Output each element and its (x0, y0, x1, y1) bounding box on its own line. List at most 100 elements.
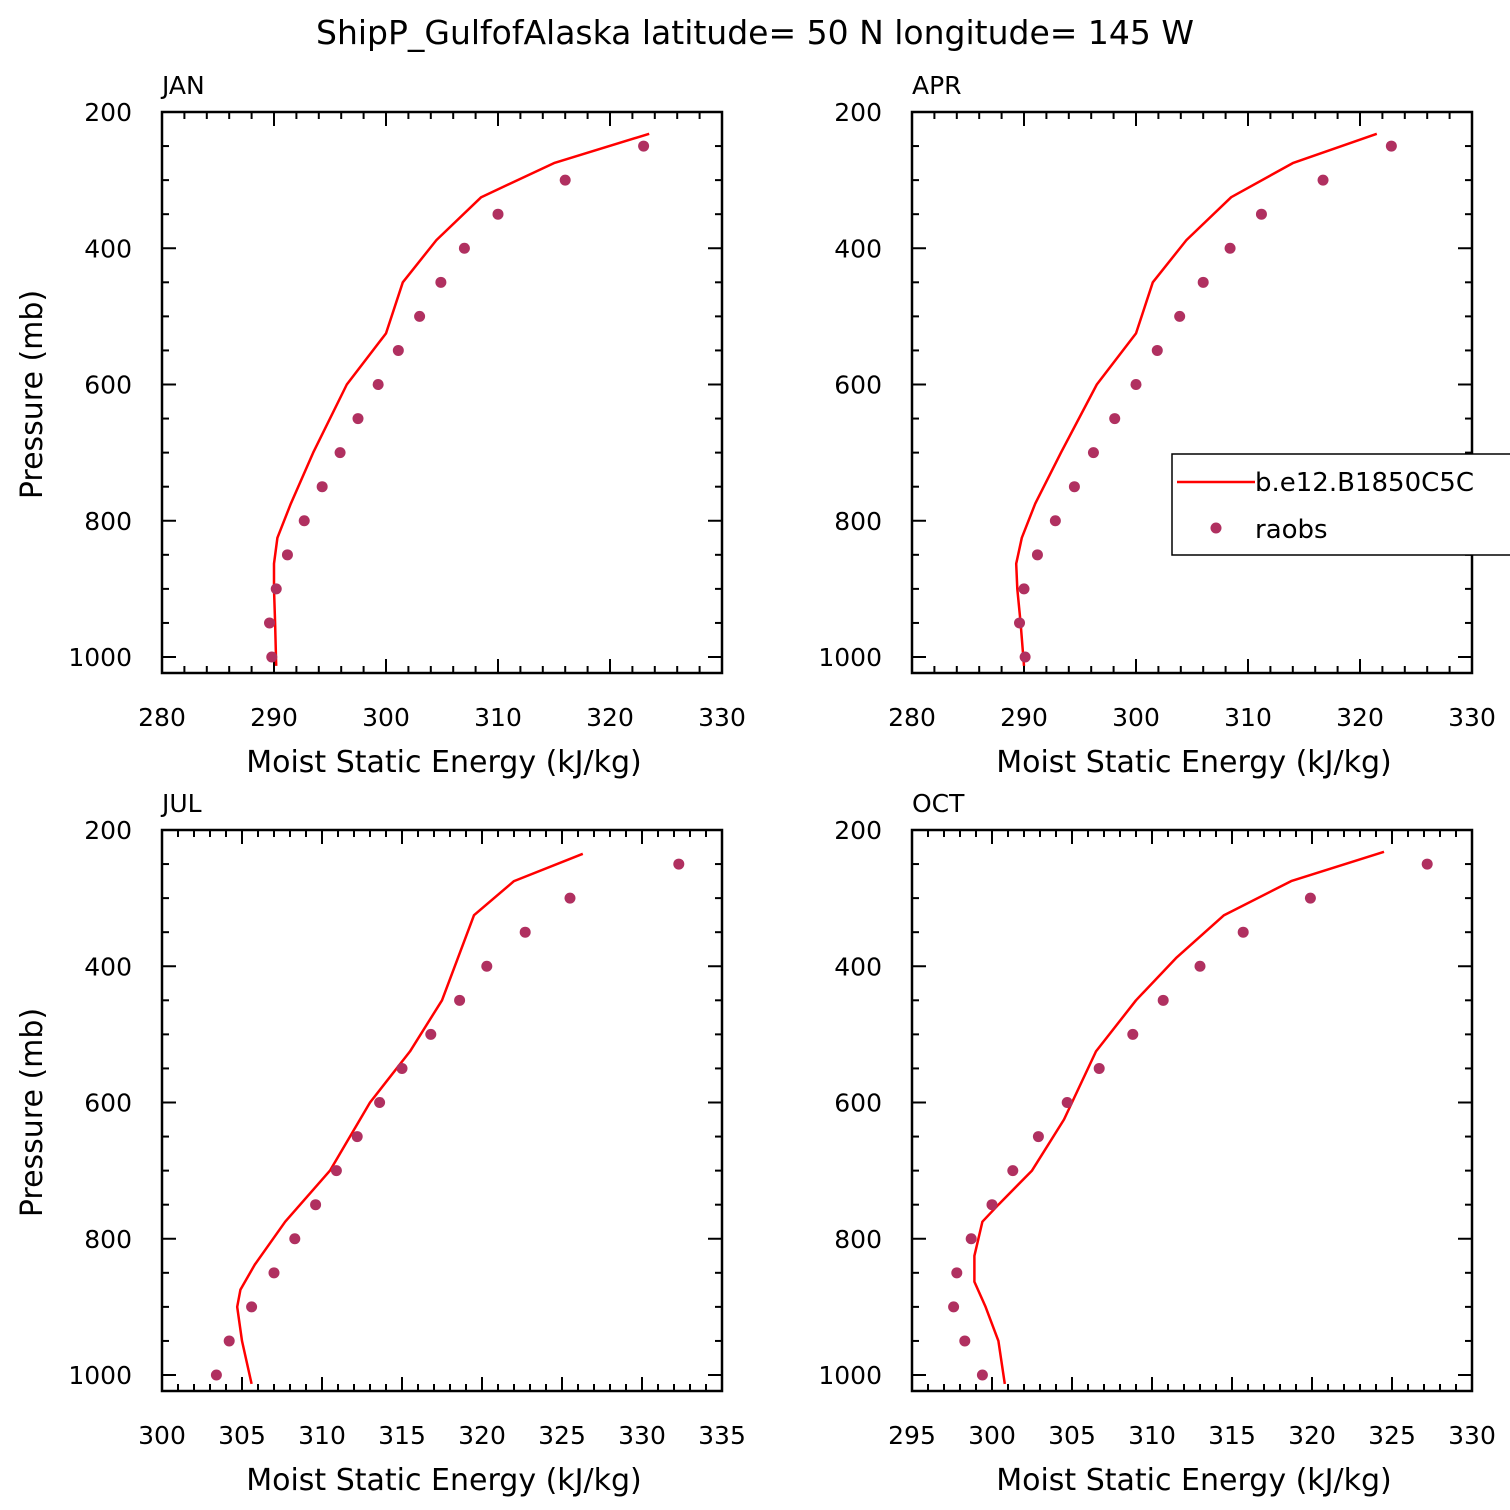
x-tick-label: 290 (1000, 703, 1048, 732)
y-tick-label: 400 (84, 234, 132, 263)
x-tick-label: 300 (1112, 703, 1160, 732)
raobs-point (352, 413, 364, 425)
raobs-point (1194, 960, 1206, 972)
panels-group: 280 290 300 310 320 330 200 400 600 800 1000 JAN Moi… (15, 71, 1510, 1498)
raobs-point (1224, 242, 1236, 254)
legend-obs-label: raobs (1255, 515, 1328, 545)
model-line (272, 132, 650, 666)
raobs-point (246, 1301, 258, 1313)
raobs-point (334, 447, 346, 459)
x-tick-label: 330 (698, 703, 746, 732)
x-tick-label: 320 (458, 1421, 506, 1450)
panel-jan: 280 290 300 310 320 330 200 400 600 800 1000 JAN Moi… (15, 71, 746, 780)
raobs-point (1019, 651, 1031, 663)
x-tick-label: 335 (698, 1421, 746, 1450)
x-axis-label: Moist Static Energy (kJ/kg) (246, 745, 642, 780)
y-axis-label: Pressure (mb) (15, 1008, 50, 1217)
y-tick-label: 600 (834, 371, 882, 400)
y-tick-label: 400 (84, 952, 132, 981)
x-tick-label: 325 (1368, 1421, 1416, 1450)
x-axis-label: Moist Static Energy (kJ/kg) (996, 1463, 1392, 1498)
x-tick-label: 320 (1288, 1421, 1336, 1450)
x-tick-label: 305 (218, 1421, 266, 1450)
x-tick-label: 325 (538, 1421, 586, 1450)
x-axis-label: Moist Static Energy (kJ/kg) (246, 1463, 642, 1498)
panel-jul: 300 305 310 315 320 325 330 335 200 400 600 800 1000… (15, 789, 746, 1498)
panel-label: OCT (912, 789, 965, 818)
x-tick-label: 310 (474, 703, 522, 732)
legend-model-label: b.e12.B1850C5C (1255, 468, 1474, 498)
x-tick-label: 290 (250, 703, 298, 732)
raobs-point (396, 1062, 408, 1074)
raobs-point (481, 960, 493, 972)
y-tick-label: 800 (834, 507, 882, 536)
y-tick-label: 600 (834, 1089, 882, 1118)
y-tick-label: 1000 (68, 1361, 132, 1390)
raobs-point (1068, 481, 1080, 493)
raobs-point (1014, 617, 1026, 629)
y-tick-label: 800 (84, 1225, 132, 1254)
panel-label: JUL (160, 789, 202, 818)
y-tick-label: 200 (834, 816, 882, 845)
raobs-point (223, 1335, 235, 1347)
raobs-point (374, 1097, 386, 1108)
x-tick-label: 300 (968, 1421, 1016, 1450)
panel-oct: 295 300 305 310 315 320 325 330 200 400 600 800 1000… (818, 789, 1495, 1498)
y-tick-label: 600 (84, 1089, 132, 1118)
raobs-point (281, 549, 293, 561)
raobs-point (1317, 174, 1329, 186)
x-tick-label: 300 (362, 703, 410, 732)
model-line (973, 850, 1385, 1385)
raobs-point (330, 1165, 342, 1177)
legend: b.e12.B1850C5C raobs (1171, 453, 1510, 556)
raobs-point (976, 1369, 988, 1381)
model-line (235, 852, 584, 1385)
raobs-point (1151, 344, 1163, 356)
raobs-point (392, 344, 404, 356)
x-tick-label: 320 (1336, 703, 1384, 732)
raobs-point (351, 1131, 363, 1143)
x-tick-label: 295 (888, 1421, 936, 1450)
raobs-point (1130, 379, 1142, 390)
plot-frame (910, 828, 1474, 1393)
raobs-point (268, 1267, 280, 1279)
raobs-point (948, 1301, 960, 1313)
x-tick-label: 310 (1128, 1421, 1176, 1450)
raobs-point (951, 1267, 963, 1279)
y-tick-label: 200 (84, 816, 132, 845)
x-tick-label: 280 (888, 703, 936, 732)
x-tick-label: 315 (378, 1421, 426, 1450)
raobs-point (1304, 892, 1316, 904)
y-axis-label: Pressure (mb) (15, 290, 50, 499)
raobs-point (673, 858, 685, 870)
x-tick-label: 330 (1448, 703, 1496, 732)
x-axis-label: Moist Static Energy (kJ/kg) (996, 745, 1392, 780)
y-tick-label: 1000 (818, 1361, 882, 1390)
raobs-point (1018, 583, 1030, 595)
raobs-point (1174, 310, 1186, 322)
x-tick-label: 300 (138, 1421, 186, 1450)
raobs-point (1031, 549, 1043, 561)
raobs-point (1127, 1028, 1139, 1040)
model-line (1014, 132, 1378, 666)
raobs-point (559, 174, 571, 186)
raobs-point (435, 276, 447, 288)
raobs-point (959, 1335, 971, 1347)
y-tick-label: 1000 (68, 643, 132, 672)
y-tick-label: 800 (84, 507, 132, 536)
raobs-point (298, 515, 310, 527)
raobs-point (372, 379, 384, 390)
x-tick-label: 320 (586, 703, 634, 732)
y-tick-label: 800 (834, 1225, 882, 1254)
y-tick-label: 200 (834, 98, 882, 127)
raobs-point (425, 1028, 437, 1040)
raobs-point (986, 1199, 998, 1211)
plot-frame (910, 110, 1474, 675)
y-tick-label: 400 (834, 952, 882, 981)
x-tick-label: 315 (1208, 1421, 1256, 1450)
raobs-point (1109, 413, 1121, 425)
x-tick-label: 310 (1224, 703, 1272, 732)
raobs-point (1237, 926, 1249, 938)
raobs-point (1061, 1097, 1073, 1108)
